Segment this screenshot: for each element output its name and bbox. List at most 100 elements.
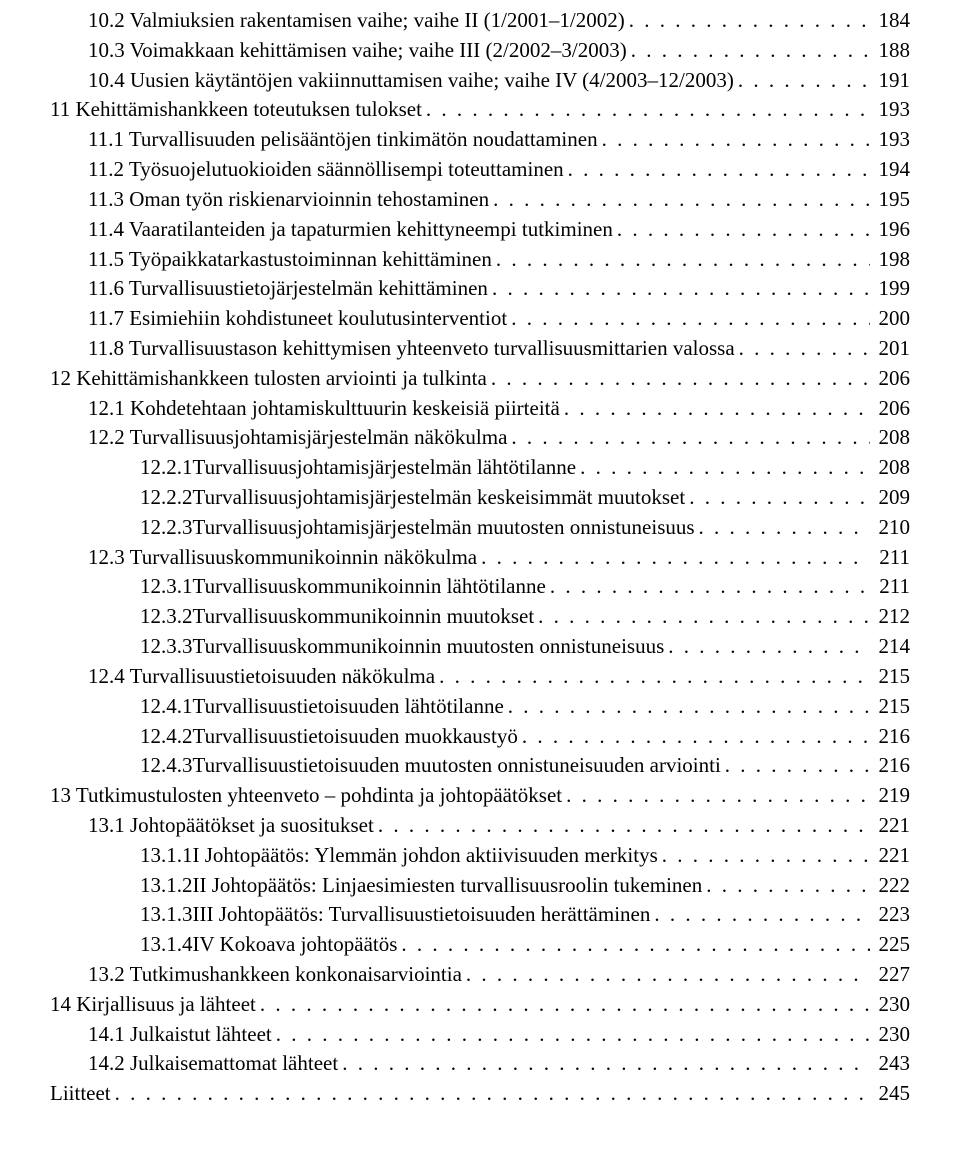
- toc-entry: 12.3.3Turvallisuuskommunikoinnin muutost…: [50, 632, 910, 662]
- toc-entry: 10.4 Uusien käytäntöjen vakiinnuttamisen…: [50, 66, 910, 96]
- toc-entry-page: 215: [870, 692, 910, 722]
- toc-entry: 13.2 Tutkimushankkeen konkonaisarviointi…: [50, 960, 910, 990]
- toc-leader-dots: [562, 781, 870, 811]
- toc-leader-dots: [507, 304, 870, 334]
- toc-entry-page: 206: [870, 394, 910, 424]
- toc-entry-label: 12 Kehittämishankkeen tulosten arviointi…: [50, 364, 487, 394]
- toc-entry-label: 12.4.1Turvallisuustietoisuuden lähtötila…: [140, 692, 504, 722]
- toc-entry: 11.7 Esimiehiin kohdistuneet koulutusint…: [50, 304, 910, 334]
- toc-entry: 12.4.3Turvallisuustietoisuuden muutosten…: [50, 751, 910, 781]
- toc-entry-label: 11.3 Oman työn riskienarvioinnin tehosta…: [88, 185, 489, 215]
- toc-leader-dots: [487, 364, 870, 394]
- toc-entry: 11.1 Turvallisuuden pelisääntöjen tinkim…: [50, 125, 910, 155]
- toc-entry-label: 14.1 Julkaistut lähteet: [88, 1020, 272, 1050]
- toc-entry-label: 10.2 Valmiuksien rakentamisen vaihe; vai…: [88, 6, 625, 36]
- toc-entry-label: 12.3.2Turvallisuuskommunikoinnin muutoks…: [140, 602, 534, 632]
- toc-leader-dots: [422, 95, 870, 125]
- toc-entry-label: 12.2.3Turvallisuusjohtamisjärjestelmän m…: [140, 513, 695, 543]
- toc-leader-dots: [664, 632, 870, 662]
- toc-entry-page: 230: [870, 990, 910, 1020]
- toc-entry-page: 225: [870, 930, 910, 960]
- toc-entry: 11 Kehittämishankkeen toteutuksen tuloks…: [50, 95, 910, 125]
- toc-entry: 13.1.1I Johtopäätös: Ylemmän johdon akti…: [50, 841, 910, 871]
- toc-entry: 13.1.4IV Kokoava johtopäätös 225: [50, 930, 910, 960]
- toc-entry-label: 13.1.4IV Kokoava johtopäätös: [140, 930, 397, 960]
- toc-entry-label: 10.3 Voimakkaan kehittämisen vaihe; vaih…: [88, 36, 627, 66]
- toc-entry-label: 12.2 Turvallisuusjohtamisjärjestelmän nä…: [88, 423, 507, 453]
- toc-entry-label: 14 Kirjallisuus ja lähteet: [50, 990, 256, 1020]
- toc-list: 10.2 Valmiuksien rakentamisen vaihe; vai…: [50, 6, 910, 1109]
- toc-leader-dots: [613, 215, 870, 245]
- toc-entry-page: 201: [870, 334, 910, 364]
- toc-entry-label: 11.8 Turvallisuustason kehittymisen yhte…: [88, 334, 735, 364]
- toc-entry-page: 219: [870, 781, 910, 811]
- toc-leader-dots: [338, 1049, 870, 1079]
- toc-page: 10.2 Valmiuksien rakentamisen vaihe; vai…: [0, 0, 960, 1139]
- toc-leader-dots: [721, 751, 870, 781]
- toc-entry-page: 208: [870, 453, 910, 483]
- toc-entry-label: 12.4.3Turvallisuustietoisuuden muutosten…: [140, 751, 721, 781]
- toc-entry-page: 211: [870, 543, 910, 573]
- toc-entry-label: 12.3.3Turvallisuuskommunikoinnin muutost…: [140, 632, 664, 662]
- toc-entry: 12.2.2Turvallisuusjohtamisjärjestelmän k…: [50, 483, 910, 513]
- toc-leader-dots: [685, 483, 870, 513]
- toc-entry: 12.1 Kohdetehtaan johtamiskulttuurin kes…: [50, 394, 910, 424]
- toc-entry-label: 11.2 Työsuojelutuokioiden säännöllisempi…: [88, 155, 564, 185]
- toc-entry: 12.4.1Turvallisuustietoisuuden lähtötila…: [50, 692, 910, 722]
- toc-entry-label: 12.2.2Turvallisuusjohtamisjärjestelmän k…: [140, 483, 685, 513]
- toc-leader-dots: [564, 155, 870, 185]
- toc-entry-label: 12.1 Kohdetehtaan johtamiskulttuurin kes…: [88, 394, 560, 424]
- toc-entry: 11.4 Vaaratilanteiden ja tapaturmien keh…: [50, 215, 910, 245]
- toc-leader-dots: [488, 274, 870, 304]
- toc-entry: 13.1 Johtopäätökset ja suositukset221: [50, 811, 910, 841]
- toc-entry: 12.4 Turvallisuustietoisuuden näkökulma2…: [50, 662, 910, 692]
- toc-leader-dots: [477, 543, 870, 573]
- toc-entry-page: 188: [870, 36, 910, 66]
- toc-entry: 11.6 Turvallisuustietojärjestelmän kehit…: [50, 274, 910, 304]
- toc-entry-page: 230: [870, 1020, 910, 1050]
- toc-entry: 10.3 Voimakkaan kehittämisen vaihe; vaih…: [50, 36, 910, 66]
- toc-leader-dots: [650, 900, 870, 930]
- toc-entry: 12.3.2Turvallisuuskommunikoinnin muutoks…: [50, 602, 910, 632]
- toc-entry-page: 221: [870, 811, 910, 841]
- toc-leader-dots: [507, 423, 870, 453]
- toc-entry: 12 Kehittämishankkeen tulosten arviointi…: [50, 364, 910, 394]
- toc-leader-dots: [397, 930, 870, 960]
- toc-entry-label: 11.5 Työpaikkatarkastustoiminnan kehittä…: [88, 245, 492, 275]
- toc-entry-page: 216: [870, 751, 910, 781]
- toc-entry-page: 214: [870, 632, 910, 662]
- toc-entry: 11.8 Turvallisuustason kehittymisen yhte…: [50, 334, 910, 364]
- toc-entry: 13.1.3III Johtopäätös: Turvallisuustieto…: [50, 900, 910, 930]
- toc-leader-dots: [462, 960, 870, 990]
- toc-leader-dots: [560, 394, 870, 424]
- toc-leader-dots: [546, 572, 870, 602]
- toc-entry-page: 194: [870, 155, 910, 185]
- toc-entry-page: 243: [870, 1049, 910, 1079]
- toc-leader-dots: [374, 811, 870, 841]
- toc-entry-label: 11.1 Turvallisuuden pelisääntöjen tinkim…: [88, 125, 598, 155]
- toc-leader-dots: [272, 1020, 870, 1050]
- toc-entry: 11.2 Työsuojelutuokioiden säännöllisempi…: [50, 155, 910, 185]
- toc-entry-label: 12.4.2Turvallisuustietoisuuden muokkaust…: [140, 722, 518, 752]
- toc-entry-page: 221: [870, 841, 910, 871]
- toc-entry-label: 12.2.1Turvallisuusjohtamisjärjestelmän l…: [140, 453, 576, 483]
- toc-entry: 12.2.1Turvallisuusjohtamisjärjestelmän l…: [50, 453, 910, 483]
- toc-entry-page: 199: [870, 274, 910, 304]
- toc-entry-label: 11.4 Vaaratilanteiden ja tapaturmien keh…: [88, 215, 613, 245]
- toc-entry: 10.2 Valmiuksien rakentamisen vaihe; vai…: [50, 6, 910, 36]
- toc-entry-page: 210: [870, 513, 910, 543]
- toc-entry-page: 196: [870, 215, 910, 245]
- toc-entry: 14.1 Julkaistut lähteet 230: [50, 1020, 910, 1050]
- toc-leader-dots: [695, 513, 870, 543]
- toc-leader-dots: [111, 1079, 870, 1109]
- toc-entry-page: 184: [870, 6, 910, 36]
- toc-entry-page: 191: [870, 66, 910, 96]
- toc-leader-dots: [598, 125, 870, 155]
- toc-entry-page: 212: [870, 602, 910, 632]
- toc-entry-label: 12.3.1Turvallisuuskommunikoinnin lähtöti…: [140, 572, 546, 602]
- toc-entry: 12.3 Turvallisuuskommunikoinnin näkökulm…: [50, 543, 910, 573]
- toc-entry-page: 223: [870, 900, 910, 930]
- toc-entry: 13.1.2II Johtopäätös: Linjaesimiesten tu…: [50, 871, 910, 901]
- toc-entry-page: 222: [870, 871, 910, 901]
- toc-entry: 11.3 Oman työn riskienarvioinnin tehosta…: [50, 185, 910, 215]
